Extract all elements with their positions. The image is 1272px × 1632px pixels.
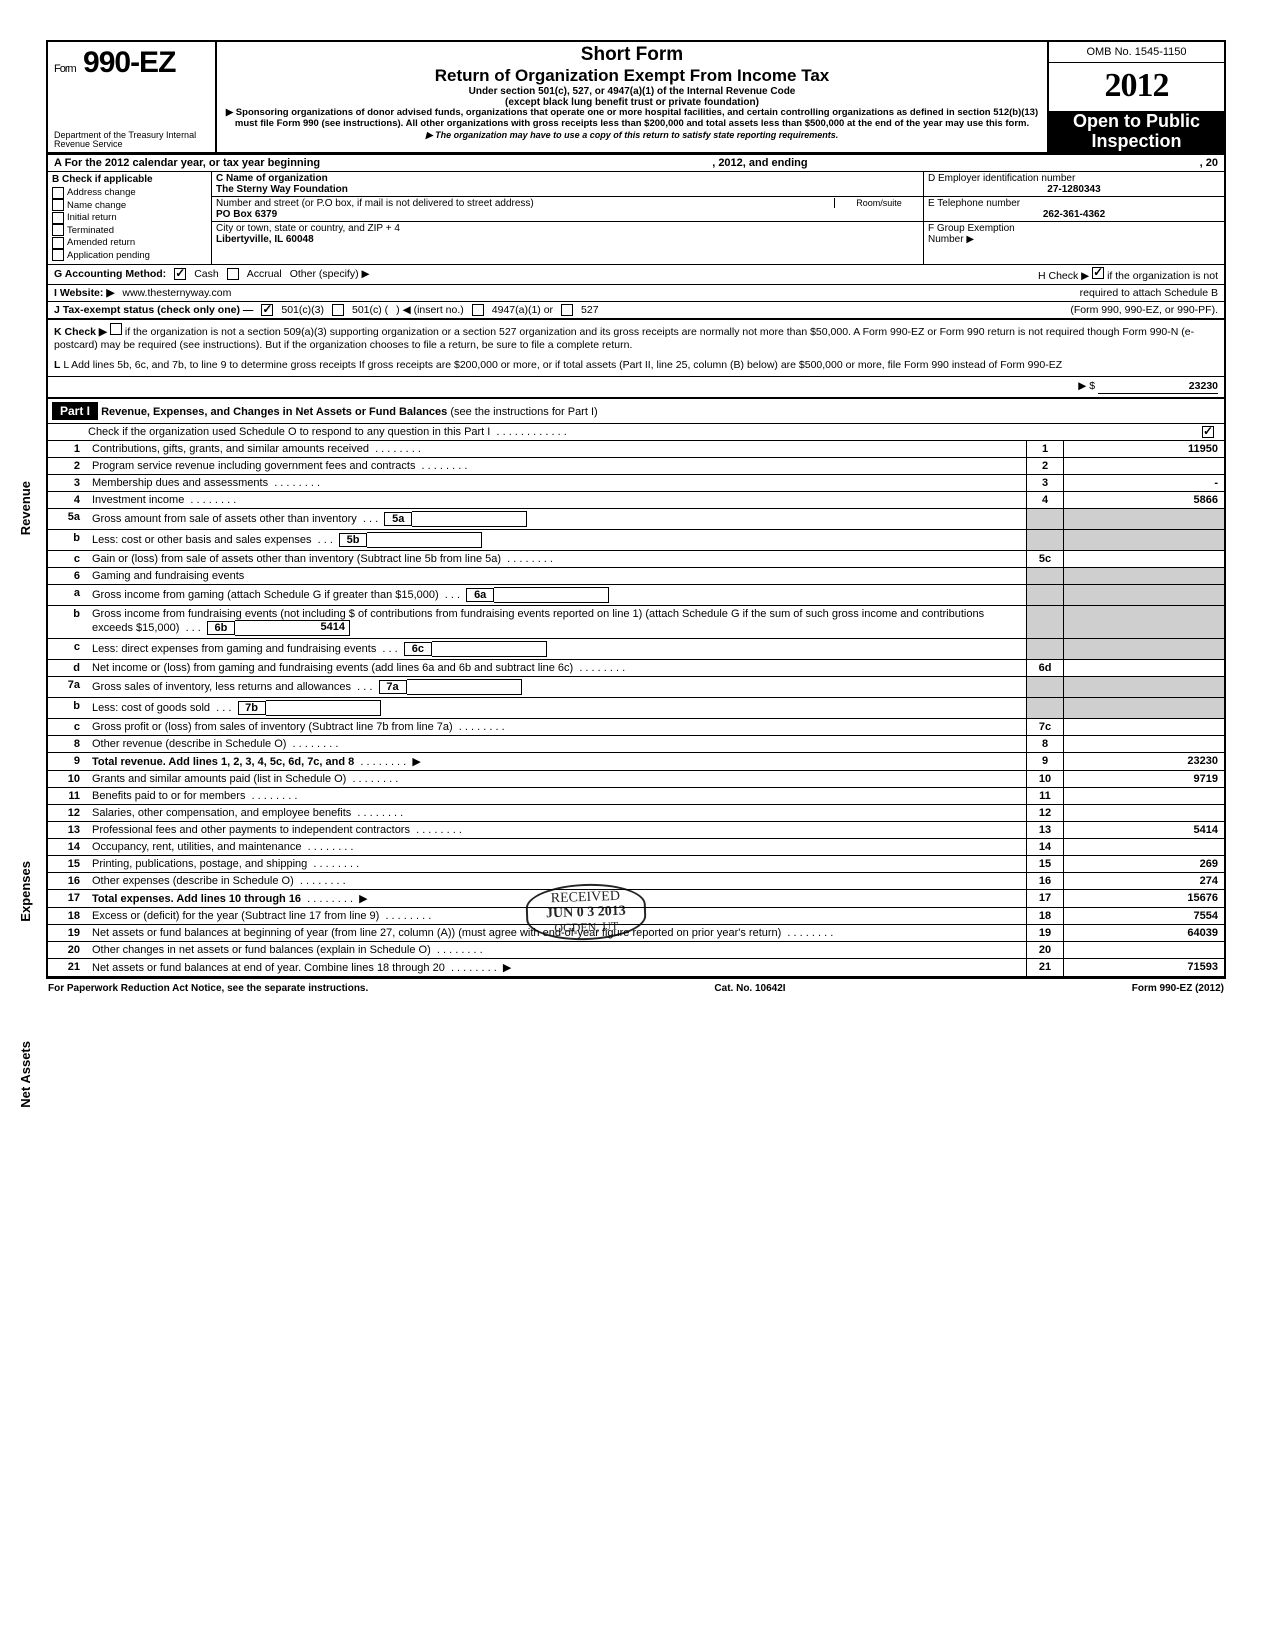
expenses-side-label: Expenses	[18, 861, 33, 922]
cash-label: Cash	[194, 268, 219, 280]
501c-label: 501(c) (	[352, 304, 388, 316]
l-arrow: ▶ $	[1078, 380, 1095, 392]
phone-value: 262-361-4362	[928, 209, 1220, 220]
revenue-side-label: Revenue	[18, 481, 33, 535]
h-checkbox[interactable]	[1092, 267, 1104, 279]
return-title: Return of Organization Exempt From Incom…	[225, 66, 1039, 86]
part1-head: Part I	[52, 402, 98, 420]
short-form-title: Short Form	[225, 44, 1039, 66]
footer-right: Form 990-EZ (2012)	[1132, 983, 1224, 994]
b-option-checkbox[interactable]	[52, 212, 64, 224]
h-text: if the organization is not	[1107, 270, 1218, 282]
l-text: L Add lines 5b, 6c, and 7b, to line 9 to…	[63, 359, 1062, 371]
accounting-method-label: G Accounting Method:	[54, 268, 166, 280]
h-text3: (Form 990, 990-EZ, or 990-PF).	[1070, 304, 1218, 316]
form-header: Form 990-EZ Department of the Treasury I…	[46, 40, 1226, 155]
row-a: A For the 2012 calendar year, or tax yea…	[46, 155, 1226, 172]
b-option-label: Terminated	[67, 225, 114, 236]
501c3-checkbox[interactable]	[261, 304, 273, 316]
b-option-label: Initial return	[67, 212, 117, 223]
group-exemption-number: Number ▶	[928, 234, 974, 245]
website-label: I Website: ▶	[54, 287, 114, 299]
open-to-public: Open to Public Inspection	[1049, 112, 1224, 152]
form-label: Form	[54, 63, 76, 75]
group-exemption-label: F Group Exemption	[928, 223, 1015, 234]
h-check-label: H Check ▶	[1038, 270, 1089, 282]
dept-label: Department of the Treasury Internal Reve…	[54, 131, 209, 150]
under-section: Under section 501(c), 527, or 4947(a)(1)…	[225, 86, 1039, 97]
527-checkbox[interactable]	[561, 304, 573, 316]
k-text: if the organization is not a section 509…	[54, 326, 1194, 352]
501c3-label: 501(c)(3)	[281, 304, 324, 316]
org-name: The Sterny Way Foundation	[216, 184, 348, 195]
year-bold: 12	[1137, 67, 1169, 104]
sponsor-note: ▶ Sponsoring organizations of donor advi…	[225, 108, 1039, 130]
city-label: City or town, state or country, and ZIP …	[216, 223, 400, 234]
form-number: 990-EZ	[83, 46, 175, 79]
b-option-label: Address change	[67, 187, 136, 198]
room-suite-label: Room/suite	[834, 198, 919, 208]
b-option-checkbox[interactable]	[52, 199, 64, 211]
501c-checkbox[interactable]	[332, 304, 344, 316]
city-value: Libertyville, IL 60048	[216, 234, 314, 245]
tax-exempt-label: J Tax-exempt status (check only one) —	[54, 304, 253, 316]
b-option-label: Application pending	[67, 250, 150, 261]
accrual-checkbox[interactable]	[227, 268, 239, 280]
4947-label: 4947(a)(1) or	[492, 304, 553, 316]
netassets-side-label: Net Assets	[18, 1041, 33, 1108]
b-label: B Check if applicable	[52, 174, 207, 185]
b-option-checkbox[interactable]	[52, 224, 64, 236]
b-option-label: Amended return	[67, 237, 135, 248]
part1-title: Revenue, Expenses, and Changes in Net As…	[101, 406, 447, 418]
year-prefix: 20	[1105, 67, 1137, 104]
cash-checkbox[interactable]	[174, 268, 186, 280]
website-value: www.thesternyway.com	[122, 287, 231, 299]
b-option-checkbox[interactable]	[52, 237, 64, 249]
b-option-checkbox[interactable]	[52, 249, 64, 261]
state-reporting-note: ▶ The organization may have to use a cop…	[225, 130, 1039, 141]
footer-left: For Paperwork Reduction Act Notice, see …	[48, 983, 368, 994]
c-label: C Name of organization	[216, 173, 328, 184]
part1-paren: (see the instructions for Part I)	[450, 406, 597, 418]
527-label: 527	[581, 304, 599, 316]
lines-table: 1Contributions, gifts, grants, and simil…	[46, 441, 1226, 977]
other-specify: Other (specify) ▶	[290, 268, 370, 280]
addr-label: Number and street (or P.O box, if mail i…	[216, 198, 534, 209]
ein-label: D Employer identification number	[928, 173, 1075, 184]
street-address: PO Box 6379	[216, 209, 277, 220]
b-option-label: Name change	[67, 200, 126, 211]
4947-checkbox[interactable]	[472, 304, 484, 316]
phone-label: E Telephone number	[928, 198, 1020, 209]
omb-number: OMB No. 1545-1150	[1049, 42, 1224, 63]
k-label: K Check ▶	[54, 326, 107, 338]
h-text2: required to attach Schedule B	[1080, 287, 1218, 299]
footer-mid: Cat. No. 10642I	[714, 983, 785, 994]
b-option-checkbox[interactable]	[52, 187, 64, 199]
insert-no: ) ◀ (insert no.)	[396, 304, 464, 316]
k-checkbox[interactable]	[110, 323, 122, 335]
accrual-label: Accrual	[247, 268, 282, 280]
check-o-text: Check if the organization used Schedule …	[88, 426, 490, 438]
l-value: 23230	[1098, 380, 1218, 395]
ein-value: 27-1280343	[928, 184, 1220, 195]
schedule-o-checkbox[interactable]	[1202, 426, 1214, 438]
